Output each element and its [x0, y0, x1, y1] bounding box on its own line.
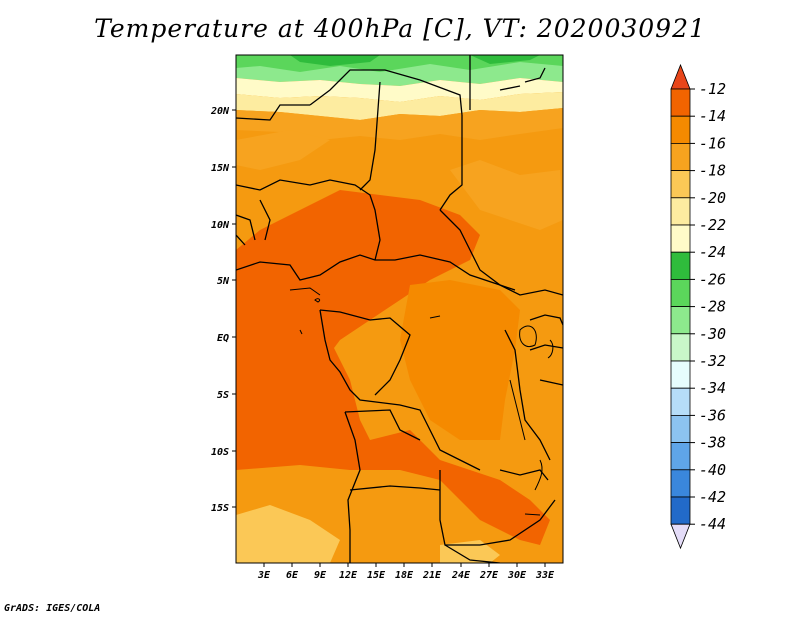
field-green-dark	[290, 55, 540, 66]
colorbar-swatch	[670, 170, 691, 199]
map-title: Temperature at 400hPa [C], VT: 202003092…	[94, 14, 706, 43]
colorbar-top-arrow	[670, 63, 691, 90]
colorbar-label: -30	[699, 325, 726, 343]
lat-axis: 20N 15N 10N 5N EQ 5S 10S 15S	[210, 106, 236, 514]
lat-tick-label: 5S	[217, 390, 229, 401]
colorbar-swatch	[670, 496, 691, 525]
lat-tick-label: 15S	[211, 503, 229, 514]
field-dark-south	[236, 330, 550, 545]
lon-axis: 3E 6E 9E 12E 15E 18E 21E 24E 27E 30E 33E	[257, 563, 555, 581]
lon-tick-label: 30E	[507, 570, 527, 581]
colorbar-label: -42	[699, 488, 726, 506]
field-light-northwest	[236, 130, 330, 170]
country-borders	[236, 55, 563, 563]
colorbar-label: -20	[699, 189, 726, 207]
colorbar-label: -22	[699, 216, 726, 234]
colorbar-swatch	[670, 251, 691, 280]
lat-tick-label: EQ	[217, 333, 229, 344]
colorbar-label: -24	[699, 243, 726, 261]
colorbar-label: -14	[699, 107, 726, 125]
lon-tick-label: 24E	[451, 570, 471, 581]
lat-tick-label: 10S	[211, 447, 229, 458]
colorbar-swatch	[670, 360, 691, 389]
colorbar-swatch	[670, 88, 691, 117]
grads-credit: GrADS: IGES/COLA	[4, 603, 101, 614]
lat-tick-label: 5N	[217, 276, 230, 287]
field-light-east	[450, 160, 563, 230]
lon-tick-label: 12E	[339, 570, 358, 581]
colorbar-label: -26	[699, 270, 726, 288]
lon-tick-label: 9E	[314, 570, 327, 581]
colorbar-swatch	[670, 442, 691, 471]
map-frame	[235, 54, 564, 564]
lat-tick-label: 15N	[211, 163, 230, 174]
field-pale-band	[236, 78, 563, 102]
colorbar-label: -38	[699, 434, 726, 452]
lon-tick-label: 15E	[367, 570, 386, 581]
colorbar-swatch	[670, 115, 691, 144]
field-mid-congo	[400, 280, 520, 440]
colorbar-label: -36	[699, 406, 726, 424]
field-yellow-south	[440, 540, 500, 563]
field-light-orange-band	[236, 108, 563, 140]
colorbar-label: -34	[699, 379, 726, 397]
colorbar-label: -18	[699, 162, 726, 180]
colorbar-swatch	[670, 142, 691, 171]
colorbar-swatch	[670, 278, 691, 307]
lon-tick-label: 27E	[479, 570, 499, 581]
colorbar-label: -40	[699, 461, 726, 479]
field-yellow-southwest	[236, 505, 340, 563]
lon-tick-label: 33E	[535, 570, 555, 581]
colorbar-label: -44	[699, 515, 726, 533]
lon-tick-label: 6E	[286, 570, 299, 581]
lakes-and-coast	[289, 287, 554, 516]
colorbar-swatch	[670, 414, 691, 443]
lon-tick-label: 21E	[422, 570, 442, 581]
colorbar-label: -16	[699, 134, 726, 152]
lon-tick-label: 3E	[257, 570, 271, 581]
colorbar-swatch	[670, 469, 691, 498]
colorbar-label: -12	[699, 80, 726, 98]
colorbar-bottom-arrow	[670, 523, 691, 550]
lon-tick-label: 18E	[395, 570, 414, 581]
colorbar-swatch	[670, 306, 691, 335]
colorbar: -12 -14 -16 -18 -20 -22 -24 -26 -28 -30 -32 -34 -36 -…	[670, 63, 726, 550]
colorbar-swatch	[670, 197, 691, 226]
colorbar-swatch	[670, 224, 691, 253]
colorbar-label: -28	[699, 298, 726, 316]
lat-tick-label: 20N	[210, 106, 230, 117]
colorbar-swatch	[670, 387, 691, 416]
colorbar-label: -32	[699, 352, 726, 370]
lat-tick-label: 10N	[211, 220, 230, 231]
colorbar-swatch	[670, 333, 691, 362]
